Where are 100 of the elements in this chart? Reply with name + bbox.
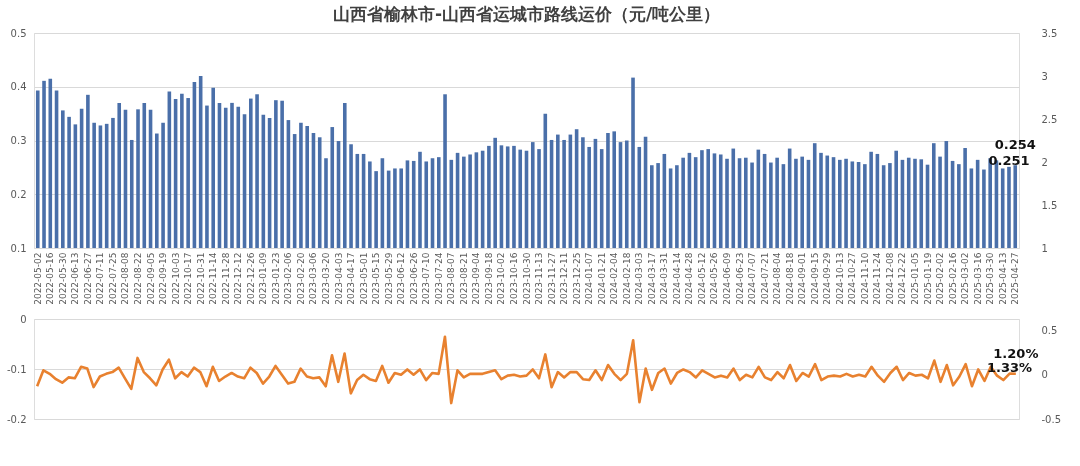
x-tick-label: 2023-07-24 <box>433 252 444 305</box>
x-tick-label: 2022-10-31 <box>195 252 206 305</box>
x-tick-label: 2022-05-30 <box>57 252 68 305</box>
x-tick-label: 2025-03-02 <box>960 252 971 305</box>
x-tick-label: 2024-01-21 <box>596 252 607 305</box>
y2-tick-label: 2 <box>1041 156 1048 168</box>
x-tick-label: 2024-05-12 <box>696 252 707 305</box>
y-tick-label: 0.1 <box>10 242 27 254</box>
x-tick-label: 2022-10-03 <box>170 252 181 305</box>
x-tick-label: 2024-04-28 <box>684 252 695 305</box>
x-tick-label: 2023-06-26 <box>408 252 419 305</box>
x-tick-label: 2024-07-07 <box>747 252 758 305</box>
x-tick-label: 2022-12-12 <box>233 252 244 305</box>
data-label: 0.251 <box>988 152 1030 168</box>
x-tick-label: 2023-09-04 <box>471 252 482 305</box>
x-tick-label: 2023-05-15 <box>371 252 382 305</box>
y-tick-label: 0.5 <box>10 27 27 39</box>
x-tick-label: 2023-01-23 <box>270 252 281 305</box>
x-tick-label: 2025-03-16 <box>972 252 983 305</box>
x-tick-label: 2025-04-13 <box>997 252 1008 305</box>
x-tick-label: 2023-10-16 <box>508 252 519 305</box>
x-tick-label: 2024-04-14 <box>671 252 682 305</box>
x-tick-label: 2022-08-22 <box>133 252 144 305</box>
y2-tick-label: 0.5 <box>1041 325 1058 336</box>
x-tick-label: 2024-03-17 <box>646 252 657 305</box>
x-tick-label: 2023-10-30 <box>521 252 532 305</box>
y-tick-label: -0.1 <box>6 363 27 375</box>
x-tick-label: 2024-10-27 <box>847 252 858 305</box>
x-tick-label: 2025-01-19 <box>922 252 933 305</box>
x-tick-label: 2024-05-26 <box>709 252 720 305</box>
x-tick-label: 2025-02-16 <box>947 252 958 305</box>
y2-tick-label: 2.5 <box>1041 113 1058 125</box>
x-tick-label: 2024-08-18 <box>784 252 795 305</box>
y2-tick-label: 1.5 <box>1041 199 1058 211</box>
data-label: 1.33% <box>987 359 1033 375</box>
y-tick-label: 0.2 <box>10 188 27 200</box>
x-tick-label: 2022-09-05 <box>145 252 156 305</box>
x-tick-label: 2025-03-30 <box>985 252 996 305</box>
x-tick-label: 2024-12-22 <box>897 252 908 305</box>
y-tick-label: 0.4 <box>10 81 27 93</box>
x-tick-label: 2022-06-13 <box>70 252 81 305</box>
x-tick-label: 2023-02-06 <box>283 252 294 305</box>
x-tick-label: 2022-06-27 <box>82 252 93 305</box>
x-tick-label: 2023-04-17 <box>346 252 357 305</box>
x-tick-label: 2023-11-13 <box>534 252 545 305</box>
x-tick-label: 2023-03-06 <box>308 252 319 305</box>
x-tick-label: 2022-05-02 <box>32 252 43 305</box>
x-tick-label: 2022-07-11 <box>95 252 106 305</box>
y-tick-label: 0 <box>20 313 27 325</box>
x-tick-label: 2023-02-20 <box>295 252 306 305</box>
x-tick-label: 2024-02-04 <box>609 252 620 305</box>
x-tick-label: 2024-11-24 <box>872 252 883 305</box>
y2-tick-label: -0.5 <box>1041 413 1062 425</box>
x-tick-label: 2024-03-31 <box>659 252 670 305</box>
x-tick-label: 2023-10-02 <box>496 252 507 305</box>
x-tick-label: 2022-07-25 <box>107 252 118 305</box>
x-tick-label: 2024-11-10 <box>859 252 870 305</box>
x-tick-label: 2022-05-16 <box>45 252 56 305</box>
y-tick-label: -0.2 <box>6 413 27 425</box>
x-tick-label: 2024-01-07 <box>584 252 595 305</box>
x-tick-label: 2024-07-21 <box>759 252 770 305</box>
x-tick-label: 2023-12-25 <box>571 252 582 305</box>
x-tick-label: 2023-06-12 <box>396 252 407 305</box>
x-tick-label: 2024-09-01 <box>797 252 808 305</box>
x-tick-label: 2024-03-03 <box>634 252 645 305</box>
x-tick-label: 2024-06-23 <box>734 252 745 305</box>
x-tick-label: 2024-02-18 <box>621 252 632 305</box>
x-tick-label: 2022-09-19 <box>158 252 169 305</box>
x-tick-label: 2023-08-21 <box>458 252 469 305</box>
x-tick-label: 2023-08-07 <box>446 252 457 305</box>
x-tick-label: 2025-01-05 <box>909 252 920 305</box>
x-tick-label: 2022-11-28 <box>220 252 231 305</box>
x-tick-label: 2023-12-11 <box>559 252 570 305</box>
y2-tick-label: 0 <box>1041 369 1048 381</box>
y2-tick-label: 1 <box>1041 242 1048 254</box>
chart-title: 山西省榆林市-山西省运城市路线运价（元/吨公里） <box>332 4 721 24</box>
x-tick-label: 2023-05-01 <box>358 252 369 305</box>
x-tick-label: 2023-04-03 <box>333 252 344 305</box>
x-tick-label: 2023-03-20 <box>320 252 331 305</box>
x-tick-label: 2024-10-13 <box>834 252 845 305</box>
x-tick-label: 2025-04-27 <box>1010 252 1021 305</box>
x-tick-label: 2023-09-18 <box>483 252 494 305</box>
x-tick-label: 2023-05-29 <box>383 252 394 305</box>
x-tick-label: 2024-09-29 <box>822 252 833 305</box>
data-label: 0.254 <box>994 137 1036 153</box>
y2-tick-label: 3 <box>1041 70 1048 82</box>
y-tick-label: 0.3 <box>10 135 27 146</box>
x-tick-label: 2024-06-09 <box>722 252 733 305</box>
x-tick-label: 2022-12-26 <box>245 252 256 305</box>
x-tick-label: 2024-09-15 <box>809 252 820 305</box>
x-tick-label: 2025-02-02 <box>935 252 946 305</box>
x-tick-label: 2023-11-27 <box>546 252 557 305</box>
x-tick-label: 2024-08-04 <box>772 252 783 305</box>
x-tick-label: 2022-10-17 <box>183 252 194 305</box>
y2-tick-label: 3.5 <box>1041 27 1058 39</box>
x-tick-label: 2023-07-10 <box>421 252 432 305</box>
x-tick-label: 2022-11-14 <box>208 252 219 305</box>
x-tick-label: 2024-12-08 <box>884 252 895 305</box>
x-tick-label: 2023-01-09 <box>258 252 269 305</box>
data-label: 1.20% <box>993 345 1039 361</box>
